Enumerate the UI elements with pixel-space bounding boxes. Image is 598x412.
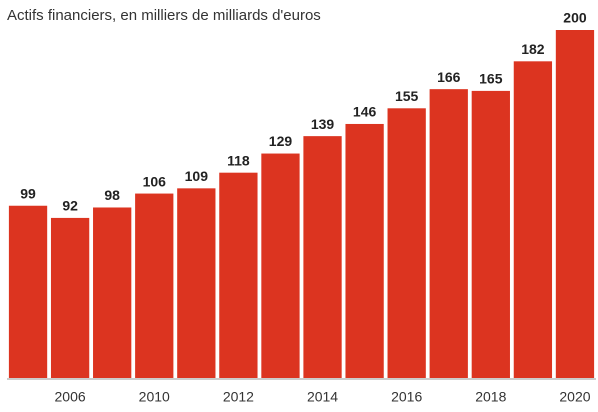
x-tick-label: 2014 bbox=[307, 389, 338, 405]
bar bbox=[93, 207, 132, 378]
bar bbox=[387, 108, 426, 379]
bar bbox=[555, 30, 595, 378]
data-label: 98 bbox=[104, 187, 120, 203]
x-tick-label: 2010 bbox=[139, 389, 170, 405]
bar bbox=[177, 188, 216, 378]
bar bbox=[8, 205, 48, 378]
x-tick-label: 2018 bbox=[475, 389, 506, 405]
chart-title: Actifs financiers, en milliers de millia… bbox=[7, 7, 321, 24]
data-label: 200 bbox=[563, 10, 587, 26]
bar bbox=[471, 90, 510, 379]
bar bbox=[261, 153, 300, 378]
data-label: 182 bbox=[521, 41, 545, 57]
x-tick-label: 2020 bbox=[559, 389, 590, 405]
x-tick-label: 2012 bbox=[223, 389, 254, 405]
data-label: 155 bbox=[395, 88, 419, 104]
data-label: 165 bbox=[479, 71, 503, 87]
bar bbox=[345, 123, 384, 379]
bar bbox=[513, 61, 553, 378]
bar bbox=[429, 89, 468, 378]
data-label: 118 bbox=[227, 152, 250, 168]
data-label: 129 bbox=[269, 133, 293, 149]
data-label: 146 bbox=[353, 104, 377, 120]
x-tick-label: 2006 bbox=[55, 389, 86, 405]
bar bbox=[50, 217, 90, 378]
data-label: 92 bbox=[62, 198, 78, 214]
data-label: 166 bbox=[437, 69, 461, 85]
data-label: 139 bbox=[311, 116, 335, 132]
x-tick-label: 2016 bbox=[391, 389, 422, 405]
data-label: 99 bbox=[20, 185, 36, 201]
bar bbox=[135, 193, 174, 378]
bar bbox=[303, 136, 342, 378]
bar bbox=[219, 172, 258, 378]
data-label: 106 bbox=[143, 173, 167, 189]
data-label: 109 bbox=[185, 168, 209, 184]
